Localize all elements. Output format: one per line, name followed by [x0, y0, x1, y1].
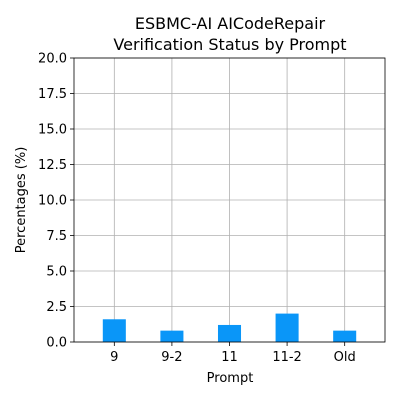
- y-tick-label: 15.0: [38, 123, 67, 138]
- y-tick-label: 12.5: [38, 158, 67, 173]
- y-tick-label: 2.5: [46, 300, 67, 315]
- bar: [102, 319, 126, 342]
- bar: [160, 330, 184, 342]
- y-tick-label: 17.5: [38, 87, 67, 102]
- bar: [217, 324, 242, 342]
- x-tick-label: 11: [221, 350, 238, 365]
- y-tick-label: 7.5: [46, 229, 67, 244]
- bar: [275, 313, 299, 342]
- y-tick-label: 20.0: [38, 52, 67, 67]
- y-tick-label: 0.0: [46, 336, 67, 351]
- bar: [333, 330, 357, 342]
- chart-title-line-1: ESBMC-AI AICodeRepair: [135, 14, 326, 33]
- x-axis-ticks: 9 9-2 11 11-2 Old: [110, 342, 356, 365]
- x-axis-label: Prompt: [207, 371, 254, 386]
- grid: [74, 57, 385, 343]
- bars: [102, 313, 357, 342]
- y-tick-label: 10.0: [38, 194, 67, 209]
- y-tick-label: 5.0: [46, 265, 67, 280]
- y-axis-ticks: 0.0 2.5 5.0 7.5 10.0 12.5 15.0 17.5 20.0: [38, 52, 74, 351]
- x-tick-label: 11-2: [272, 350, 302, 365]
- x-tick-label: 9: [110, 350, 118, 365]
- x-tick-label: 9-2: [161, 350, 182, 365]
- y-axis-label: Percentages (%): [14, 147, 29, 254]
- chart-title-line-2: Verification Status by Prompt: [113, 35, 346, 54]
- x-tick-label: Old: [334, 350, 356, 365]
